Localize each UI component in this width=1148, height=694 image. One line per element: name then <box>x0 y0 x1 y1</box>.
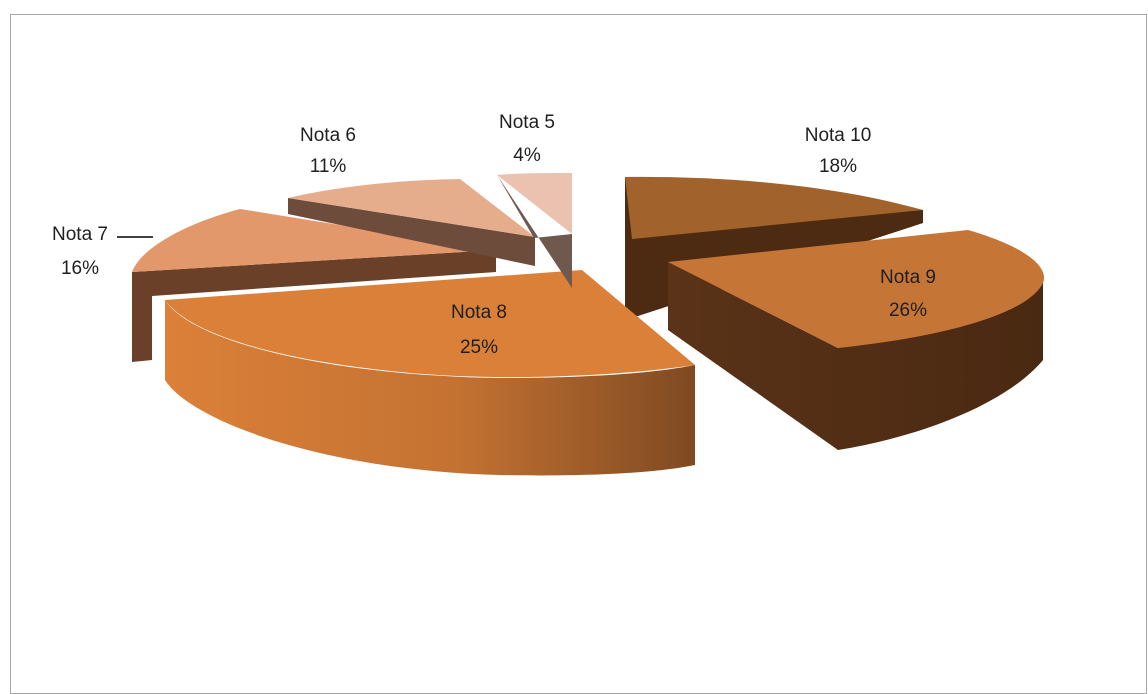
slice-top <box>668 230 1045 348</box>
category-label: Nota 5 <box>499 112 555 133</box>
data-label-nota-7: Nota 7 16% <box>52 224 108 279</box>
category-label: Nota 10 <box>805 125 872 146</box>
slice-side <box>497 175 572 288</box>
percent-label: 11% <box>310 156 347 177</box>
slice-top <box>625 176 923 239</box>
slice-top <box>132 209 496 272</box>
data-label-nota-5: Nota 5 4% <box>499 112 555 166</box>
data-label-nota-9: Nota 9 26% <box>880 267 936 321</box>
pie-chart: Nota 10 18% Nota 9 26% Nota 8 25% Nota 7… <box>52 112 1045 476</box>
slice-top <box>497 173 572 234</box>
percent-label: 26% <box>889 300 927 321</box>
category-label: Nota 9 <box>880 267 936 288</box>
percent-label: 25% <box>460 337 498 358</box>
slice-side <box>668 262 1043 450</box>
slice-top <box>288 179 535 237</box>
slice-side <box>165 300 695 476</box>
percent-label: 4% <box>513 145 541 166</box>
category-label: Nota 8 <box>451 302 507 323</box>
percent-label: 16% <box>61 258 99 279</box>
data-label-nota-8: Nota 8 25% <box>451 302 507 358</box>
slice-side <box>288 198 535 266</box>
data-label-nota-6: Nota 6 11% <box>300 125 356 177</box>
pie-slice-nota-6 <box>288 179 535 266</box>
data-label-nota-10: Nota 10 18% <box>805 125 872 177</box>
category-label: Nota 7 <box>52 224 108 245</box>
pie-slice-nota-9 <box>668 230 1045 450</box>
slice-side <box>132 250 496 362</box>
category-label: Nota 6 <box>300 125 356 146</box>
pie-slice-nota-5 <box>497 173 572 288</box>
pie-slice-nota-7 <box>132 209 496 362</box>
slice-top <box>165 270 695 378</box>
pie-slice-nota-8 <box>165 270 695 476</box>
percent-label: 18% <box>819 156 857 177</box>
